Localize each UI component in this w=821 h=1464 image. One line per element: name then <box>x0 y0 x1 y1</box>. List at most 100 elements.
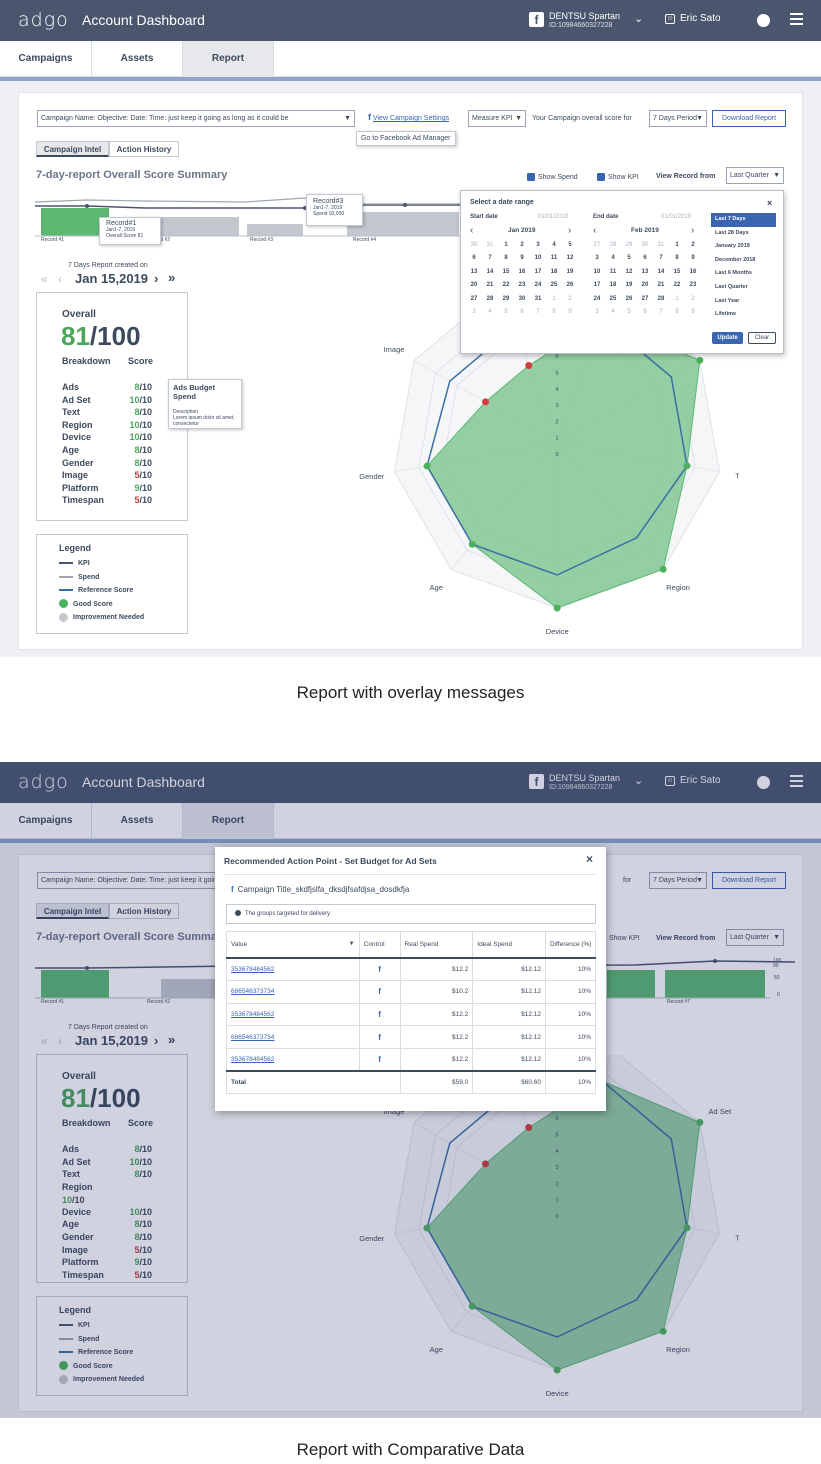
calendar-day[interactable]: 3 <box>472 309 476 316</box>
calendar-day[interactable]: 28 <box>486 295 494 302</box>
breakdown-row-device[interactable]: Device 10/10 <box>62 1206 172 1218</box>
calendar-day[interactable]: 4 <box>552 241 556 248</box>
menu-icon[interactable] <box>790 775 803 790</box>
quick-range-item[interactable]: Lifetime <box>715 311 737 318</box>
calendar-day[interactable]: 27 <box>593 241 601 248</box>
prev-month-icon[interactable]: ‹ <box>470 225 474 236</box>
notification-icon[interactable] <box>757 14 770 27</box>
app-logo[interactable]: adgo <box>18 9 69 31</box>
facebook-icon[interactable]: f <box>358 957 401 981</box>
chevron-down-icon[interactable]: ⌄ <box>634 13 644 25</box>
calendar-day[interactable]: 27 <box>641 295 649 302</box>
breakdown-row-region[interactable]: Region 10/10 <box>62 419 172 431</box>
breakdown-row-ad-set[interactable]: Ad Set 10/10 <box>62 394 172 406</box>
calendar-day[interactable]: 4 <box>611 309 615 316</box>
account-switcher[interactable]: DENTSU Spartan ID:10984660327228 <box>549 11 620 31</box>
user-name[interactable]: Eric Sato <box>680 13 721 24</box>
calendar-day[interactable]: 17 <box>593 282 601 289</box>
calendar-day[interactable]: 9 <box>520 255 524 262</box>
calendar-day[interactable]: 24 <box>534 282 542 289</box>
calendar-day[interactable]: 1 <box>552 295 556 302</box>
calendar-day[interactable]: 2 <box>568 295 572 302</box>
breakdown-row-ads[interactable]: Ads 8/10 <box>62 1143 172 1155</box>
calendar-day[interactable]: 22 <box>673 282 681 289</box>
account-switcher[interactable]: DENTSU Spartan ID:10984660327228 <box>549 773 620 793</box>
tab-campaign-intel[interactable]: Campaign Intel <box>36 903 109 919</box>
facebook-icon[interactable]: f <box>358 979 401 1004</box>
calendar-day[interactable]: 31 <box>657 241 665 248</box>
record-bar-2[interactable] <box>151 217 239 236</box>
calendar-day[interactable]: 28 <box>609 241 617 248</box>
quick-range-item[interactable]: December 2018 <box>715 256 756 263</box>
calendar-day[interactable]: 2 <box>691 295 695 302</box>
date-nav-last-icon[interactable]: » <box>168 1032 176 1047</box>
calendar-day[interactable]: 15 <box>673 268 681 275</box>
calendar-day[interactable]: 22 <box>502 282 510 289</box>
tab-campaign-intel[interactable]: Campaign Intel <box>36 141 109 157</box>
date-nav-last-icon[interactable]: » <box>168 270 176 285</box>
calendar-day[interactable]: 5 <box>627 309 631 316</box>
calendar-day[interactable]: 3 <box>536 241 540 248</box>
record-range-select[interactable]: Last Quarter ▼ <box>726 929 784 946</box>
date-nav-first-icon[interactable]: « <box>41 272 48 286</box>
breakdown-row-platform[interactable]: Platform 9/10 <box>62 482 172 494</box>
clear-button[interactable]: Clear <box>748 332 776 344</box>
calendar-day[interactable]: 6 <box>472 255 476 262</box>
calendar-day[interactable]: 27 <box>470 295 478 302</box>
tab-report[interactable]: Report <box>183 41 274 77</box>
calendar-day[interactable]: 20 <box>641 282 649 289</box>
show-spend-toggle[interactable]: Show Spend <box>527 173 578 181</box>
calendar-day[interactable]: 6 <box>643 255 647 262</box>
breakdown-row-ad-set[interactable]: Ad Set 10/10 <box>62 1156 172 1168</box>
record-bar-3[interactable] <box>247 224 303 236</box>
show-kpi-toggle[interactable]: Show KPI <box>597 173 639 181</box>
sort-icon[interactable]: ▼ <box>348 940 355 947</box>
calendar-day[interactable]: 18 <box>550 268 558 275</box>
calendar-day[interactable]: 24 <box>593 295 601 302</box>
calendar-day[interactable]: 5 <box>504 309 508 316</box>
calendar-day[interactable]: 1 <box>675 295 679 302</box>
chevron-down-icon[interactable]: ⌄ <box>634 775 644 787</box>
value-link[interactable]: 353678484562 <box>226 1048 360 1072</box>
calendar-day[interactable]: 1 <box>675 241 679 248</box>
breakdown-row-age[interactable]: Age 8/10 <box>62 444 172 456</box>
calendar-day[interactable]: 12 <box>566 255 574 262</box>
calendar-day[interactable]: 7 <box>536 309 540 316</box>
close-icon[interactable]: × <box>586 852 594 866</box>
breakdown-row-platform[interactable]: Platform 9/10 <box>62 1256 172 1268</box>
value-link[interactable]: 353678484562 <box>226 1002 360 1027</box>
calendar-day[interactable]: 25 <box>609 295 617 302</box>
facebook-icon[interactable]: f <box>358 1048 401 1072</box>
breakdown-row-ads[interactable]: Ads 8/10 <box>62 381 172 393</box>
prev-month-icon[interactable]: ‹ <box>593 225 597 236</box>
download-report-button[interactable]: Download Report <box>712 872 786 889</box>
ads-manager-tooltip[interactable]: Go to Facebook Ad Manager <box>356 131 456 146</box>
value-link[interactable]: 353678484562 <box>226 957 360 981</box>
calendar-day[interactable]: 5 <box>568 241 572 248</box>
calendar-day[interactable]: 23 <box>689 282 697 289</box>
calendar-day[interactable]: 3 <box>595 255 599 262</box>
breakdown-row-text[interactable]: Text 8/10 <box>62 1168 172 1180</box>
quick-range-item[interactable]: Last 6 Months <box>715 270 752 277</box>
calendar-day[interactable]: 26 <box>566 282 574 289</box>
calendar-day[interactable]: 9 <box>568 309 572 316</box>
calendar-day[interactable]: 14 <box>486 268 494 275</box>
tab-report[interactable]: Report <box>183 803 274 839</box>
record-bar-6[interactable] <box>607 970 655 998</box>
calendar-day[interactable]: 21 <box>657 282 665 289</box>
calendar-day[interactable]: 10 <box>593 268 601 275</box>
calendar-day[interactable]: 9 <box>691 309 695 316</box>
calendar-day[interactable]: 6 <box>643 309 647 316</box>
date-nav-prev-icon[interactable]: ‹ <box>58 272 62 286</box>
calendar-day[interactable]: 16 <box>689 268 697 275</box>
period-select[interactable]: 7 Days Period ▼ <box>649 110 707 127</box>
record-bar-4[interactable] <box>347 212 459 236</box>
quick-range-item[interactable]: Last 7 Days <box>711 213 776 227</box>
column-header[interactable]: Value ▼ <box>226 931 360 959</box>
calendar-day[interactable]: 23 <box>518 282 526 289</box>
calendar-day[interactable]: 3 <box>595 309 599 316</box>
calendar-day[interactable]: 30 <box>641 241 649 248</box>
breakdown-row-age[interactable]: Age 8/10 <box>62 1218 172 1230</box>
calendar-day[interactable]: 31 <box>534 295 542 302</box>
calendar-day[interactable]: 21 <box>486 282 494 289</box>
